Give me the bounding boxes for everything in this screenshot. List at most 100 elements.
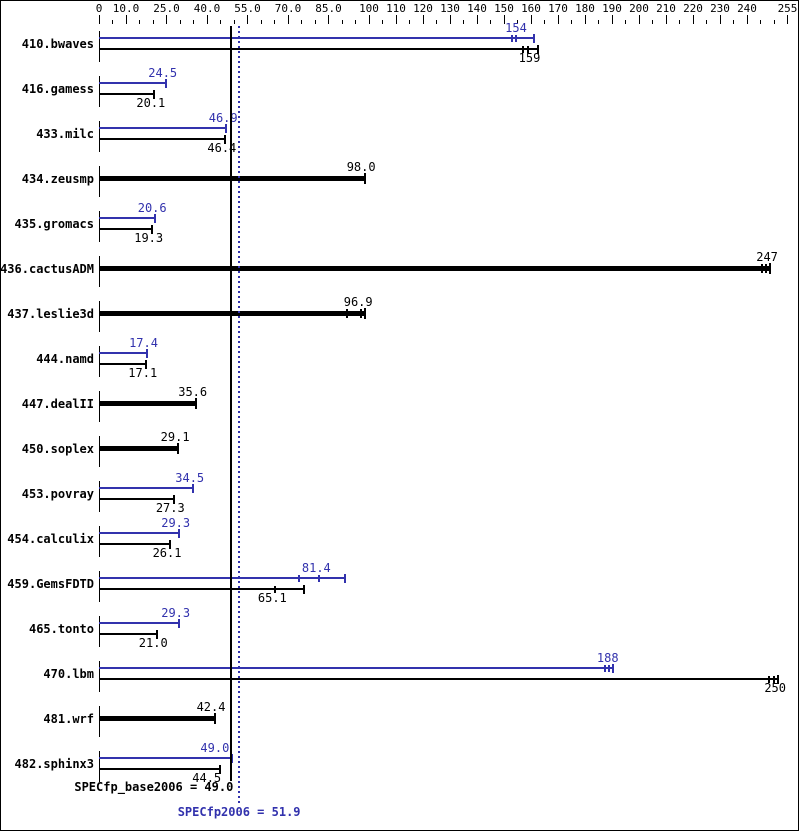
- axis-major-tick: [638, 15, 640, 24]
- base-bar: [99, 543, 171, 545]
- base-value-label: 27.3: [155, 501, 185, 515]
- peak-value-label: 17.4: [129, 336, 158, 350]
- row-left-bracket: [98, 526, 100, 557]
- axis-major-tick: [247, 15, 248, 24]
- benchmark-name-label: 444.namd: [36, 352, 94, 366]
- peak-bar: [99, 352, 147, 354]
- axis-minor-tick: [260, 20, 262, 24]
- base-bar: [99, 498, 174, 500]
- bar-end-tick: [612, 663, 615, 673]
- bar-end-tick: [150, 224, 153, 234]
- axis-tick-label: 230: [710, 2, 730, 15]
- bar-end-tick: [224, 134, 227, 144]
- peak-bar: [99, 37, 534, 39]
- base-value-label: 98.0: [346, 160, 376, 174]
- axis-minor-tick: [233, 20, 235, 24]
- base-bar: [99, 716, 215, 721]
- axis-tick-label: 255: [777, 2, 798, 15]
- base-bar: [99, 633, 157, 635]
- axis-major-tick: [584, 15, 586, 24]
- row-left-bracket: [98, 256, 100, 287]
- benchmark-name-label: 454.calculix: [7, 532, 94, 546]
- bar-run-mark: [764, 264, 767, 273]
- axis-major-tick: [665, 15, 667, 24]
- bar-end-tick: [363, 173, 366, 184]
- base-value-label: 21.0: [138, 636, 168, 650]
- base-bar: [99, 228, 152, 230]
- peak-value-label: 34.5: [175, 471, 205, 485]
- axis-major-tick: [787, 15, 788, 24]
- axis-minor-tick: [625, 20, 626, 24]
- benchmark-name-label: 459.GemsFDTD: [7, 577, 94, 591]
- axis-minor-tick: [179, 20, 181, 24]
- axis-minor-tick: [733, 20, 734, 24]
- benchmark-name-label: 410.bwaves: [21, 37, 94, 51]
- axis-tick-label: 190: [602, 2, 622, 15]
- benchmark-name-label: 434.zeusmp: [21, 172, 94, 186]
- bar-end-tick: [177, 443, 180, 454]
- axis-tick-label: 110: [386, 2, 406, 15]
- base-value-label: 159: [518, 51, 541, 65]
- axis-minor-tick: [706, 20, 707, 24]
- benchmark-name-label: 465.tonto: [28, 622, 94, 636]
- axis-minor-tick: [463, 20, 464, 24]
- bar-end-tick: [169, 539, 172, 549]
- base-value-label: 46.4: [207, 141, 237, 155]
- axis-tick-label: 40.0: [193, 2, 221, 15]
- axis-minor-tick: [220, 20, 221, 24]
- bar-run-mark: [346, 309, 349, 318]
- bar-run-mark: [273, 585, 276, 593]
- bar-end-tick: [777, 674, 780, 684]
- peak-bar: [99, 217, 156, 219]
- axis-minor-tick: [544, 20, 545, 24]
- axis-tick-label: 150: [494, 2, 514, 15]
- bar-end-tick: [213, 713, 216, 724]
- base-bar: [99, 48, 538, 50]
- axis-minor-tick: [382, 20, 383, 24]
- axis-minor-tick: [139, 20, 140, 24]
- peak-bar: [99, 532, 179, 534]
- bar-end-tick: [177, 618, 180, 628]
- row-left-bracket: [98, 166, 100, 197]
- bar-end-tick: [194, 398, 197, 409]
- bar-end-tick: [532, 33, 535, 43]
- axis-minor-tick: [409, 20, 410, 24]
- peak-value-label: 20.6: [137, 201, 167, 215]
- row-left-bracket: [98, 391, 100, 422]
- axis-minor-tick: [314, 20, 316, 24]
- row-left-bracket: [98, 616, 100, 647]
- base-bar: [99, 93, 155, 95]
- bar-end-tick: [536, 44, 539, 54]
- base-value-label: 42.4: [196, 700, 226, 714]
- peak-bar: [99, 577, 345, 579]
- peak-value-label: 46.9: [208, 111, 238, 125]
- peak-bar: [99, 82, 166, 84]
- bar-run-mark: [511, 34, 514, 42]
- axis-minor-tick: [517, 20, 518, 24]
- bar-end-tick: [177, 528, 180, 538]
- axis-minor-tick: [301, 20, 302, 24]
- benchmark-name-label: 470.lbm: [43, 667, 94, 681]
- row-left-bracket: [98, 31, 100, 62]
- row-left-bracket: [98, 121, 100, 152]
- axis-tick-label: 25.0: [153, 2, 180, 15]
- bar-run-mark: [297, 574, 300, 582]
- base-value-label: 35.6: [178, 385, 208, 399]
- row-left-bracket: [98, 346, 100, 377]
- base-value-label: 44.5: [192, 771, 222, 785]
- bar-run-mark: [359, 309, 362, 318]
- axis-minor-tick: [274, 20, 275, 24]
- row-left-bracket: [98, 76, 100, 107]
- axis-tick-label: 85.0: [315, 2, 342, 15]
- benchmark-name-label: 453.povray: [21, 487, 94, 501]
- base-value-label: 65.1: [257, 591, 287, 605]
- base-bar: [99, 363, 146, 365]
- base-value-label: 247: [756, 250, 778, 264]
- axis-minor-tick: [193, 20, 194, 24]
- benchmark-name-label: 437.leslie3d: [7, 307, 94, 321]
- benchmark-name-label: 481.wrf: [43, 712, 94, 726]
- base-value-label: 19.3: [134, 231, 164, 245]
- axis-minor-tick: [355, 20, 356, 24]
- bar-run-mark: [773, 675, 775, 683]
